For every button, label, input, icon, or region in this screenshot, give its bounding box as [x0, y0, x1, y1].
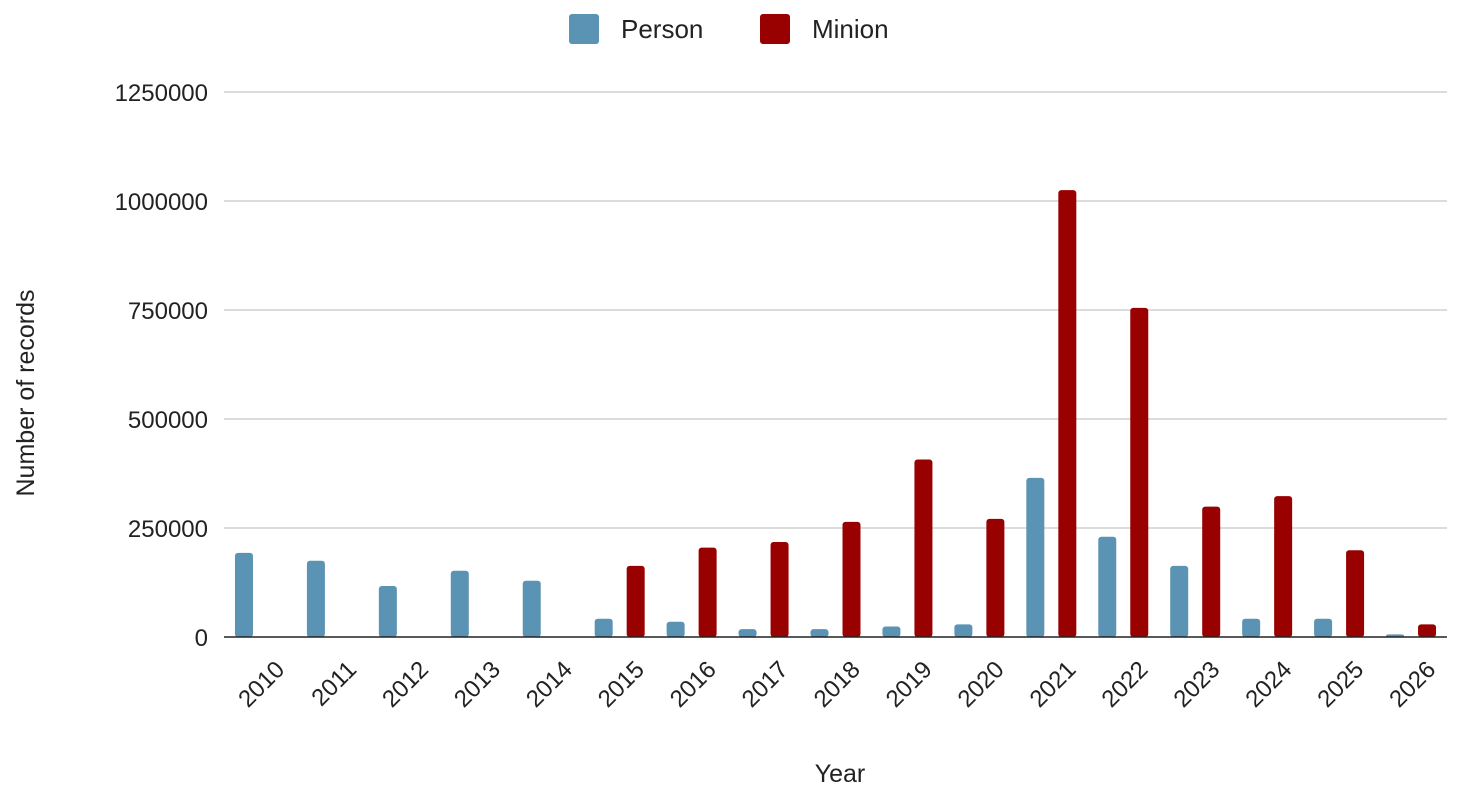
y-axis-tick-labels: 0 250000 500000 750000 1000000 1250000	[115, 80, 208, 652]
x-axis-tick-labels: 2010 2011 2012 2013 2014 2015 2016 2017 2018 2019…	[233, 656, 1441, 713]
x-tick-label: 2026	[1384, 656, 1441, 713]
bar-person-2011	[306, 560, 325, 637]
bar-person-2018	[810, 629, 829, 637]
bar-minion-2017	[770, 541, 789, 637]
x-tick-label: 2017	[737, 656, 794, 713]
y-tick-label: 1000000	[115, 189, 208, 216]
x-tick-label: 2014	[521, 656, 578, 713]
y-tick-label: 500000	[128, 407, 208, 434]
bar-person-2014	[522, 580, 541, 637]
legend-label-person: Person	[621, 14, 703, 44]
x-tick-label: 2025	[1312, 656, 1369, 713]
bar-person-2015	[594, 618, 613, 637]
bar-person-2025	[1314, 618, 1333, 637]
bar-minion-2026	[1418, 624, 1437, 637]
bar-minion-2022	[1130, 307, 1149, 637]
y-tick-label: 1250000	[115, 80, 208, 107]
x-tick-label: 2015	[593, 656, 650, 713]
bar-person-2021	[1026, 477, 1045, 637]
bar-person-2010	[234, 552, 253, 637]
x-tick-label: 2022	[1097, 656, 1154, 713]
legend-swatch-person	[569, 14, 599, 44]
bar-minion-2015	[626, 565, 645, 637]
bar-person-2016	[666, 621, 685, 637]
x-tick-label: 2024	[1240, 656, 1297, 713]
bar-person-2017	[738, 629, 757, 637]
x-tick-label: 2018	[809, 656, 866, 713]
bar-person-2012	[378, 585, 397, 637]
bar-person-2020	[954, 624, 973, 637]
x-axis-title: Year	[815, 760, 866, 788]
x-tick-label: 2012	[377, 656, 434, 713]
x-tick-label: 2023	[1168, 656, 1225, 713]
bar-person-2024	[1242, 618, 1261, 637]
bar-person-2013	[450, 570, 469, 637]
bar-minion-2023	[1202, 506, 1221, 637]
x-tick-label: 2019	[881, 656, 938, 713]
y-tick-label: 250000	[128, 516, 208, 543]
bars	[234, 190, 1437, 637]
bar-minion-2019	[914, 459, 933, 637]
bar-minion-2024	[1274, 496, 1293, 637]
bar-person-2023	[1170, 565, 1189, 637]
y-tick-label: 0	[195, 625, 208, 652]
y-axis-title: Number of records	[12, 289, 40, 496]
x-tick-label: 2010	[233, 656, 290, 713]
legend-label-minion: Minion	[812, 14, 889, 44]
x-tick-label: 2013	[449, 656, 506, 713]
x-tick-label: 2020	[953, 656, 1010, 713]
bar-person-2019	[882, 626, 901, 637]
bar-minion-2025	[1346, 550, 1365, 637]
legend-swatch-minion	[760, 14, 790, 44]
bar-minion-2018	[842, 521, 861, 637]
legend: Person Minion	[569, 14, 889, 44]
bar-minion-2016	[698, 547, 717, 637]
x-tick-label: 2016	[665, 656, 722, 713]
bar-minion-2020	[986, 518, 1005, 637]
x-tick-label: 2021	[1025, 656, 1082, 713]
bar-person-2022	[1098, 536, 1117, 637]
gridlines	[224, 91, 1447, 529]
y-tick-label: 750000	[128, 298, 208, 325]
bar-minion-2021	[1058, 190, 1077, 637]
x-tick-label: 2011	[306, 656, 362, 712]
